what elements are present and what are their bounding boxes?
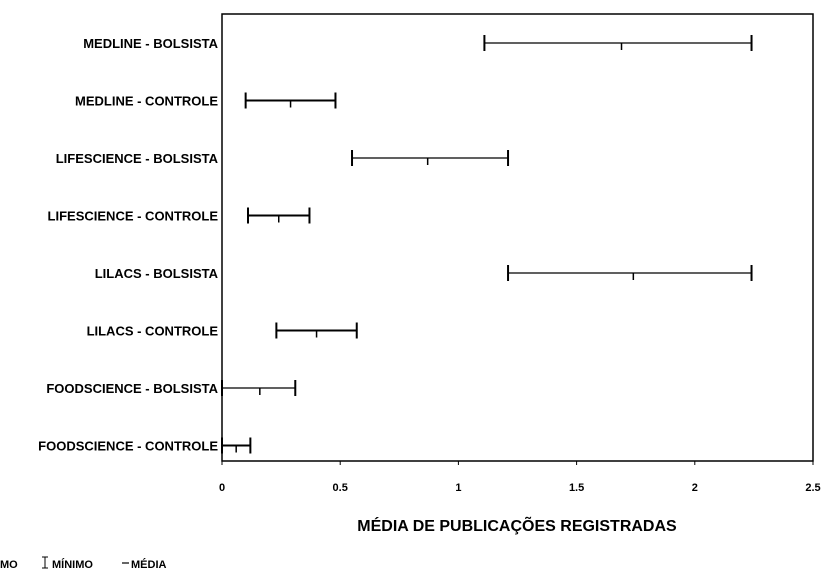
- category-label: MEDLINE - CONTROLE: [75, 94, 218, 109]
- category-label: FOODSCIENCE - BOLSISTA: [46, 381, 218, 396]
- range-bars: [221, 35, 753, 454]
- legend-max-label: MO: [0, 559, 18, 571]
- category-label: LILACS - CONTROLE: [87, 324, 219, 339]
- x-tick-label: 0: [219, 482, 225, 494]
- x-axis-ticks: 0 0.5 1 1.5 2 2.5: [219, 461, 821, 494]
- category-label: LIFESCIENCE - BOLSISTA: [56, 151, 219, 166]
- x-tick-label: 0.5: [333, 482, 348, 494]
- category-label: FOODSCIENCE - CONTROLE: [38, 439, 218, 454]
- category-labels: MEDLINE - BOLSISTA MEDLINE - CONTROLE LIFE…: [38, 36, 218, 454]
- x-tick-label: 2: [692, 482, 698, 494]
- x-tick-label: 1: [455, 482, 461, 494]
- x-tick-label: 1.5: [569, 482, 584, 494]
- plot-border: [221, 13, 814, 462]
- category-label: LILACS - BOLSISTA: [95, 266, 219, 281]
- category-label: MEDLINE - BOLSISTA: [83, 36, 218, 51]
- legend-mean-label: MÉDIA: [131, 558, 167, 571]
- category-label: LIFESCIENCE - CONTROLE: [48, 209, 219, 224]
- x-tick-label: 2.5: [805, 482, 820, 494]
- legend-min-label: MÍNIMO: [52, 558, 93, 571]
- plot-frame: [221, 13, 814, 462]
- x-axis-title: MÉDIA DE PUBLICAÇÕES REGISTRADAS: [357, 515, 677, 535]
- legend: MO MÍNIMO MÉDIA: [0, 556, 167, 571]
